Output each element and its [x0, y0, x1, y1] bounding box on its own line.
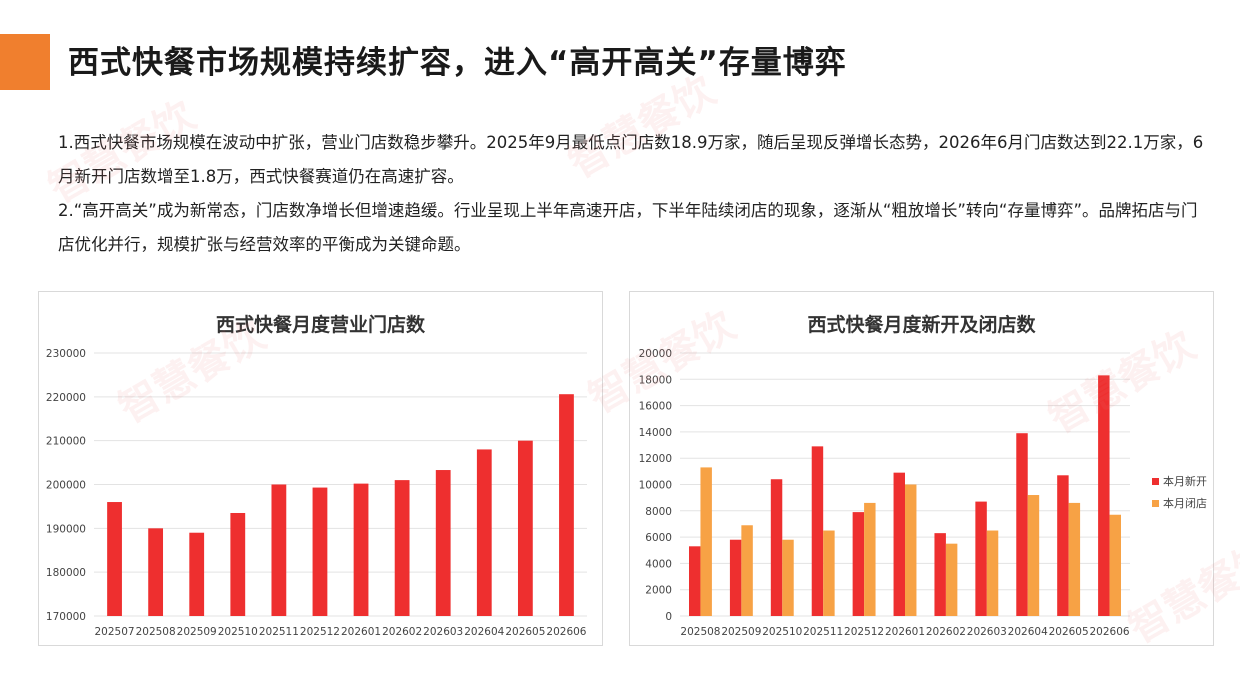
open-close-chart-svg: 0 2000 4000 6000 8000 10000 12000 14000 16000 180…	[639, 348, 1207, 638]
x-tick-label: 202509	[177, 626, 217, 638]
y-tick-label: 10000	[639, 480, 672, 492]
bar	[435, 470, 451, 616]
title-accent-block	[0, 34, 50, 90]
bar	[689, 546, 701, 616]
y-tick-label: 170000	[46, 611, 86, 623]
x-tick-label: 202603	[967, 626, 1007, 638]
x-tick-label: 202604	[464, 626, 504, 638]
page-title: 西式快餐市场规模持续扩容，进入“高开高关”存量博弈	[68, 45, 847, 81]
bar	[312, 487, 328, 616]
bar	[1098, 375, 1110, 616]
x-tick-label: 202508	[136, 626, 176, 638]
x-tick-label: 202510	[218, 626, 258, 638]
x-tick-label: 202605	[505, 626, 545, 638]
y-tick-label: 20000	[639, 348, 672, 360]
stores-chart-panel: 西式快餐月度营业门店数 170000 180000 190000 200000 2100…	[38, 291, 603, 646]
summary-paragraph-1: 1.西式快餐市场规模在波动中扩张，营业门店数稳步攀升。2025年9月最低点门店数…	[58, 133, 1204, 186]
bar	[476, 449, 492, 616]
y-tick-label: 210000	[46, 436, 86, 448]
legend-swatch	[1152, 478, 1159, 485]
bar	[945, 543, 958, 616]
bar	[700, 467, 712, 616]
legend-label: 本月新开	[1163, 474, 1207, 488]
y-tick-label: 14000	[639, 427, 672, 439]
open-close-chart-title: 西式快餐月度新开及闭店数	[807, 314, 1036, 336]
open-close-chart-panel: 西式快餐月度新开及闭店数 0 2000 4000 6000 8000 10000 12000…	[629, 291, 1214, 646]
y-tick-label: 220000	[46, 392, 86, 404]
bar	[934, 533, 946, 616]
y-tick-label: 6000	[645, 532, 672, 544]
bar	[1109, 514, 1121, 616]
x-tick-label: 202602	[926, 626, 966, 638]
x-tick-label: 202510	[762, 626, 802, 638]
bar	[770, 479, 783, 616]
y-tick-label: 12000	[639, 453, 672, 465]
y-tick-label: 18000	[639, 374, 672, 386]
x-tick-label: 202512	[844, 626, 884, 638]
x-tick-label: 202507	[94, 626, 134, 638]
x-tick-label: 202603	[423, 626, 463, 638]
bar	[230, 512, 246, 616]
y-tick-label: 8000	[645, 506, 672, 518]
y-tick-label: 230000	[46, 348, 86, 360]
x-tick-label: 202512	[300, 626, 340, 638]
x-tick-label: 202602	[382, 626, 422, 638]
x-tick-label: 202606	[546, 626, 586, 638]
bar	[986, 530, 999, 616]
summary-text: 1.西式快餐市场规模在波动中扩张，营业门店数稳步攀升。2025年9月最低点门店数…	[58, 126, 1208, 262]
x-tick-label: 202601	[885, 626, 925, 638]
bar	[1057, 475, 1069, 616]
bar	[893, 472, 905, 616]
bar	[823, 530, 835, 616]
bar	[975, 501, 987, 616]
stores-chart-svg: 170000 180000 190000 200000 210000 220000 2300…	[46, 348, 587, 638]
y-tick-label: 2000	[645, 585, 672, 597]
x-tick-label: 202605	[1049, 626, 1089, 638]
x-tick-label: 202511	[803, 626, 843, 638]
bar	[1027, 495, 1040, 616]
bar	[353, 483, 369, 616]
x-tick-label: 202508	[680, 626, 720, 638]
bar	[189, 532, 205, 616]
bar	[271, 484, 287, 616]
x-tick-label: 202511	[259, 626, 299, 638]
bar	[517, 440, 533, 616]
y-tick-label: 180000	[46, 567, 86, 579]
bar	[729, 539, 742, 616]
bar	[782, 539, 794, 616]
legend-swatch	[1152, 500, 1159, 507]
x-tick-label: 202601	[341, 626, 381, 638]
bar	[905, 484, 917, 616]
bar	[864, 502, 876, 616]
stores-chart-title: 西式快餐月度营业门店数	[215, 314, 425, 336]
y-tick-label: 190000	[46, 523, 86, 535]
summary-paragraph-2: 2.“高开高关”成为新常态，门店数净增长但增速趋缓。行业呈现上半年高速开店，下半…	[58, 201, 1198, 254]
bar	[394, 480, 410, 616]
x-tick-label: 202606	[1089, 626, 1129, 638]
x-tick-label: 202604	[1008, 626, 1048, 638]
bar	[1068, 502, 1081, 616]
bar	[148, 528, 164, 616]
bar	[107, 502, 122, 616]
bar	[559, 394, 574, 616]
y-tick-label: 200000	[46, 480, 86, 492]
y-tick-label: 0	[665, 611, 672, 623]
bar	[1016, 433, 1028, 616]
x-tick-label: 202509	[721, 626, 761, 638]
bar	[741, 525, 753, 616]
bar	[852, 512, 865, 616]
y-tick-label: 4000	[645, 558, 672, 570]
y-tick-label: 16000	[639, 401, 672, 413]
legend-label: 本月闭店	[1163, 496, 1207, 510]
bar	[811, 446, 824, 616]
